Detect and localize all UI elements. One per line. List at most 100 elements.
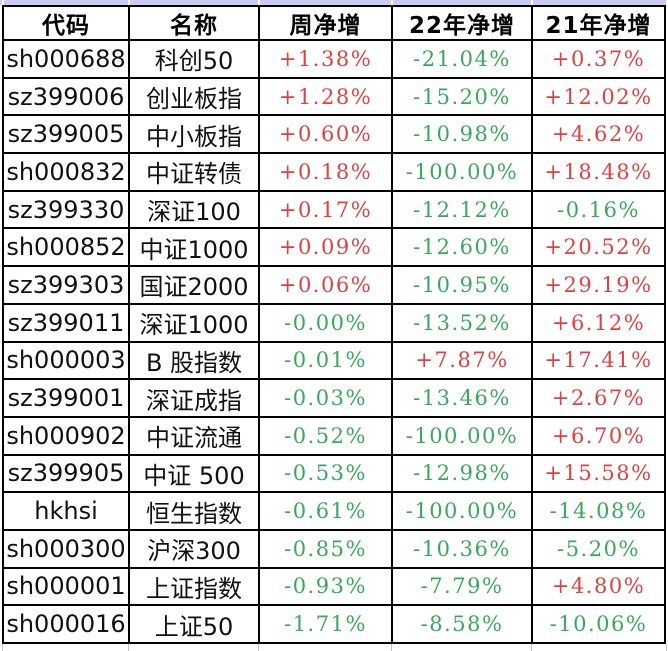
name-cell[interactable]: 深证成指 bbox=[130, 380, 258, 416]
y2021-pct-cell[interactable]: -10.06% bbox=[533, 606, 664, 642]
name-cell[interactable]: B 股指数 bbox=[130, 342, 258, 379]
y2022-pct-cell[interactable]: -13.52% bbox=[393, 304, 531, 341]
top-row-edge bbox=[0, 0, 668, 5]
y2021-pct-cell[interactable]: +4.80% bbox=[533, 568, 664, 605]
y2021-pct-cell[interactable]: -14.08% bbox=[533, 493, 664, 529]
week-pct-cell[interactable]: -0.03% bbox=[260, 380, 391, 416]
code-cell[interactable]: sh000001 bbox=[4, 568, 128, 605]
y2022-pct-cell[interactable]: -8.58% bbox=[393, 606, 531, 642]
code-cell[interactable]: sz399005 bbox=[4, 116, 128, 153]
name-cell[interactable]: 深证100 bbox=[130, 191, 258, 228]
name-cell[interactable]: 中证流通 bbox=[130, 417, 258, 454]
week-pct-cell[interactable]: -1.71% bbox=[260, 606, 391, 642]
y2021-pct-cell[interactable]: +0.37% bbox=[533, 41, 664, 77]
grid-notch bbox=[391, 0, 393, 5]
week-pct-cell[interactable]: +0.18% bbox=[260, 154, 391, 190]
grid-notch bbox=[2, 0, 4, 5]
y2022-pct-cell[interactable]: -10.36% bbox=[393, 530, 531, 567]
code-cell[interactable]: sh000016 bbox=[4, 606, 128, 642]
name-cell[interactable]: 深证1000 bbox=[130, 304, 258, 341]
name-cell[interactable]: 中小板指 bbox=[130, 116, 258, 153]
gridline-stub bbox=[128, 644, 129, 651]
y2021-pct-cell[interactable]: -5.20% bbox=[533, 530, 664, 567]
week-pct-cell[interactable]: +0.17% bbox=[260, 191, 391, 228]
week-pct-cell[interactable]: -0.61% bbox=[260, 493, 391, 529]
week-pct-cell[interactable]: -0.00% bbox=[260, 304, 391, 341]
y2021-pct-cell[interactable]: +20.52% bbox=[533, 229, 664, 266]
y2021-pct-cell[interactable]: +6.70% bbox=[533, 417, 664, 454]
y2022-pct-cell[interactable]: -100.00% bbox=[393, 493, 531, 529]
grid-notch bbox=[531, 0, 533, 5]
y2021-pct-cell[interactable]: +6.12% bbox=[533, 304, 664, 341]
name-cell[interactable]: 中证1000 bbox=[130, 229, 258, 266]
y2022-pct-cell[interactable]: -13.46% bbox=[393, 380, 531, 416]
grid-notch bbox=[666, 0, 668, 5]
week-pct-cell[interactable]: +0.60% bbox=[260, 116, 391, 153]
y2022-pct-cell[interactable]: -10.95% bbox=[393, 267, 531, 303]
code-cell[interactable]: sz399011 bbox=[4, 304, 128, 341]
code-cell[interactable]: sz399330 bbox=[4, 191, 128, 228]
y2022-pct-cell[interactable]: -100.00% bbox=[393, 154, 531, 190]
code-cell[interactable]: sz399006 bbox=[4, 78, 128, 115]
week-pct-cell[interactable]: -0.93% bbox=[260, 568, 391, 605]
gridline-stub bbox=[391, 644, 392, 651]
week-pct-cell[interactable]: -0.53% bbox=[260, 455, 391, 492]
column-header-code[interactable]: 代码 bbox=[4, 7, 128, 39]
y2021-pct-cell[interactable]: +12.02% bbox=[533, 78, 664, 115]
grid-notch bbox=[258, 0, 260, 5]
week-pct-cell[interactable]: +1.38% bbox=[260, 41, 391, 77]
name-cell[interactable]: 沪深300 bbox=[130, 530, 258, 567]
week-pct-cell[interactable]: -0.52% bbox=[260, 417, 391, 454]
week-pct-cell[interactable]: -0.01% bbox=[260, 342, 391, 379]
name-cell[interactable]: 科创50 bbox=[130, 41, 258, 77]
name-cell[interactable]: 恒生指数 bbox=[130, 493, 258, 529]
grid-notch bbox=[128, 0, 130, 5]
y2022-pct-cell[interactable]: +7.87% bbox=[393, 342, 531, 379]
y2021-pct-cell[interactable]: +18.48% bbox=[533, 154, 664, 190]
y2021-pct-cell[interactable]: +17.41% bbox=[533, 342, 664, 379]
week-pct-cell[interactable]: -0.85% bbox=[260, 530, 391, 567]
gridline-stub bbox=[258, 644, 259, 651]
code-cell[interactable]: sz399001 bbox=[4, 380, 128, 416]
column-header-week[interactable]: 周净增 bbox=[260, 7, 391, 39]
code-cell[interactable]: sh000902 bbox=[4, 417, 128, 454]
y2021-pct-cell[interactable]: -0.16% bbox=[533, 191, 664, 228]
name-cell[interactable]: 中证 500 bbox=[130, 455, 258, 492]
week-pct-cell[interactable]: +0.06% bbox=[260, 267, 391, 303]
name-cell[interactable]: 上证50 bbox=[130, 606, 258, 642]
y2022-pct-cell[interactable]: -10.98% bbox=[393, 116, 531, 153]
y2021-pct-cell[interactable]: +2.67% bbox=[533, 380, 664, 416]
y2022-pct-cell[interactable]: -12.12% bbox=[393, 191, 531, 228]
gridline-stub bbox=[666, 644, 667, 651]
y2022-pct-cell[interactable]: -12.60% bbox=[393, 229, 531, 266]
column-header-name[interactable]: 名称 bbox=[130, 7, 258, 39]
y2022-pct-cell[interactable]: -15.20% bbox=[393, 78, 531, 115]
week-pct-cell[interactable]: +1.28% bbox=[260, 78, 391, 115]
code-cell[interactable]: hkhsi bbox=[4, 493, 128, 529]
gridline-stub bbox=[531, 644, 532, 651]
gridline-stub bbox=[2, 644, 3, 651]
code-cell[interactable]: sz399905 bbox=[4, 455, 128, 492]
y2022-pct-cell[interactable]: -21.04% bbox=[393, 41, 531, 77]
code-cell[interactable]: sh000003 bbox=[4, 342, 128, 379]
name-cell[interactable]: 上证指数 bbox=[130, 568, 258, 605]
y2021-pct-cell[interactable]: +29.19% bbox=[533, 267, 664, 303]
code-cell[interactable]: sh000832 bbox=[4, 154, 128, 190]
bottom-gridlines bbox=[0, 644, 668, 651]
y2021-pct-cell[interactable]: +15.58% bbox=[533, 455, 664, 492]
code-cell[interactable]: sh000852 bbox=[4, 229, 128, 266]
code-cell[interactable]: sh000300 bbox=[4, 530, 128, 567]
week-pct-cell[interactable]: +0.09% bbox=[260, 229, 391, 266]
name-cell[interactable]: 创业板指 bbox=[130, 78, 258, 115]
name-cell[interactable]: 中证转债 bbox=[130, 154, 258, 190]
name-cell[interactable]: 国证2000 bbox=[130, 267, 258, 303]
column-header-2022[interactable]: 22年净增 bbox=[393, 7, 531, 39]
column-header-2021[interactable]: 21年净增 bbox=[533, 7, 664, 39]
code-cell[interactable]: sz399303 bbox=[4, 267, 128, 303]
y2022-pct-cell[interactable]: -12.98% bbox=[393, 455, 531, 492]
code-cell[interactable]: sh000688 bbox=[4, 41, 128, 77]
y2021-pct-cell[interactable]: +4.62% bbox=[533, 116, 664, 153]
y2022-pct-cell[interactable]: -7.79% bbox=[393, 568, 531, 605]
y2022-pct-cell[interactable]: -100.00% bbox=[393, 417, 531, 454]
